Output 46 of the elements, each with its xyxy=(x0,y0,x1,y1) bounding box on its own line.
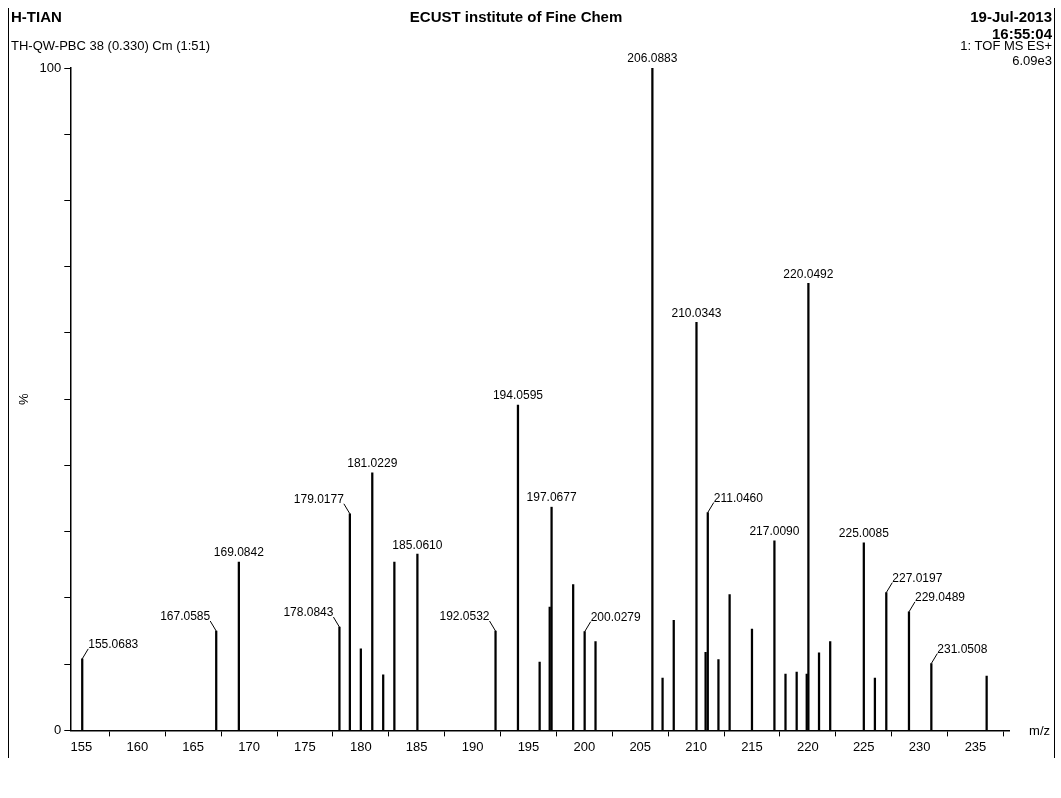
x-tick-label: 190 xyxy=(461,738,484,754)
annotation: 225.0085 xyxy=(838,526,890,541)
x-tick-label: 180 xyxy=(349,738,372,754)
y-tick-label: 100 xyxy=(39,59,62,75)
x-axis-title: m/z xyxy=(1029,723,1050,738)
annotation: 231.0508 xyxy=(937,641,988,656)
annotation: 217.0090 xyxy=(749,524,800,539)
annotation: 197.0677 xyxy=(526,490,577,505)
chart-title: ECUST institute of Fine Chem xyxy=(409,8,623,25)
annotation: 179.0177 xyxy=(293,492,345,507)
x-tick-label: 185 xyxy=(405,738,428,754)
x-tick-label: 195 xyxy=(517,738,540,754)
annotation: 167.0585 xyxy=(160,609,211,624)
annotation: 178.0843 xyxy=(283,605,334,620)
x-tick-label: 170 xyxy=(238,738,260,754)
annotation: 229.0489 xyxy=(914,590,966,605)
x-tick-label: 235 xyxy=(964,738,987,754)
x-tick-label: 220 xyxy=(797,738,819,754)
x-tick-label: 165 xyxy=(182,738,205,754)
annotation: 210.0343 xyxy=(671,305,722,320)
text: TH-QW-PBC 38 (0.330) Cm (1:51) xyxy=(11,38,211,53)
annotation: 200.0279 xyxy=(590,610,642,625)
text: 6.09e3 xyxy=(1012,53,1052,68)
annotation: 220.0492 xyxy=(783,266,834,281)
annotation: 155.0683 xyxy=(88,637,139,652)
x-tick-label: 230 xyxy=(908,738,931,754)
annotation: 194.0595 xyxy=(492,388,544,403)
x-tick-label: 175 xyxy=(294,738,316,754)
annotation: 227.0197 xyxy=(892,570,943,585)
x-tick-label: 160 xyxy=(126,738,149,754)
annotation: 192.0532 xyxy=(439,609,490,624)
x-tick-label: 205 xyxy=(629,738,652,754)
x-tick-label: 200 xyxy=(573,738,596,754)
text: H-TIAN xyxy=(10,8,62,25)
annotation: 185.0610 xyxy=(392,537,443,552)
x-tick-label: 210 xyxy=(685,738,707,754)
x-tick-label: 155 xyxy=(70,738,93,754)
annotation: 206.0883 xyxy=(627,51,678,66)
annotation: 169.0842 xyxy=(213,545,265,560)
text: 19-Jul-2013 xyxy=(970,8,1052,25)
y-tick-label: 0 xyxy=(54,721,62,737)
annotation: 211.0460 xyxy=(713,490,764,505)
x-tick-label: 225 xyxy=(852,738,875,754)
annotation: 181.0229 xyxy=(347,456,398,471)
x-tick-label: 215 xyxy=(741,738,763,754)
y-axis-title: % xyxy=(16,392,32,405)
